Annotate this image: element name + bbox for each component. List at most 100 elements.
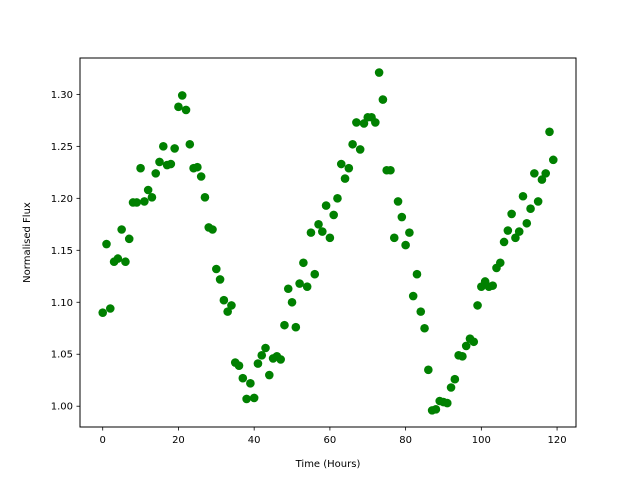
data-point <box>401 240 410 250</box>
data-point <box>238 373 248 383</box>
data-point <box>412 269 422 279</box>
y-tick-label: 1.25 <box>51 142 73 153</box>
data-point <box>310 269 320 279</box>
y-tick-label: 1.20 <box>51 194 73 205</box>
x-tick-label: 40 <box>248 435 261 446</box>
data-point <box>450 374 460 384</box>
data-point <box>329 210 338 220</box>
data-point <box>117 225 126 234</box>
data-point <box>249 393 259 403</box>
data-point <box>159 142 168 151</box>
data-point <box>541 169 551 178</box>
y-tick-label: 1.15 <box>51 246 73 257</box>
data-point <box>185 139 195 149</box>
data-point <box>121 257 130 267</box>
data-point <box>276 355 285 364</box>
data-point <box>208 225 217 234</box>
data-point <box>424 365 433 375</box>
x-axis-label: Time (Hours) <box>295 459 361 470</box>
data-point <box>196 172 206 181</box>
data-point <box>299 258 308 268</box>
data-point <box>378 95 388 104</box>
data-point <box>374 68 384 77</box>
data-point <box>393 197 403 206</box>
data-point <box>212 264 221 274</box>
data-point <box>102 239 111 249</box>
data-point <box>507 209 516 219</box>
data-point <box>132 198 142 207</box>
data-point <box>533 197 543 206</box>
data-point <box>215 275 225 284</box>
data-point <box>291 322 301 332</box>
y-axis-label: Normalised Flux <box>22 202 33 283</box>
data-point <box>227 301 236 310</box>
data-point <box>518 191 528 201</box>
data-point <box>174 102 183 112</box>
data-point <box>140 197 149 206</box>
x-tick-label: 100 <box>472 435 491 446</box>
data-point <box>446 383 456 392</box>
data-point <box>151 169 161 178</box>
data-point <box>359 119 369 128</box>
data-point <box>473 301 482 310</box>
data-point <box>314 220 323 229</box>
data-point <box>318 227 327 236</box>
data-point <box>223 307 232 316</box>
data-point <box>420 323 429 333</box>
data-point <box>265 370 274 380</box>
data-point <box>124 234 134 244</box>
data-point <box>386 165 395 175</box>
data-point <box>397 212 407 222</box>
data-point <box>234 361 244 370</box>
data-point <box>522 218 532 228</box>
data-point <box>321 201 331 210</box>
data-point <box>242 394 251 404</box>
data-point <box>333 194 342 203</box>
data-point <box>458 352 467 361</box>
data-points <box>98 68 558 415</box>
data-point <box>371 118 380 127</box>
data-point <box>295 279 304 288</box>
y-tick-label: 1.05 <box>51 350 73 361</box>
data-point <box>253 359 263 368</box>
data-point <box>340 174 350 183</box>
x-tick-label: 60 <box>324 435 337 446</box>
data-point <box>219 295 229 305</box>
data-point <box>408 291 418 301</box>
data-point <box>166 159 176 169</box>
data-point <box>442 398 452 408</box>
data-point <box>136 163 145 173</box>
data-point <box>200 192 210 202</box>
plot-frame <box>79 57 577 428</box>
data-point <box>246 379 255 388</box>
data-point <box>355 145 365 154</box>
x-tick-label: 0 <box>100 435 106 446</box>
x-tick-label: 80 <box>399 435 412 446</box>
data-point <box>530 169 539 178</box>
x-tick-label: 120 <box>548 435 567 446</box>
data-point <box>495 258 505 268</box>
data-point <box>416 307 426 316</box>
data-point <box>325 233 335 243</box>
data-point <box>488 281 498 290</box>
data-point <box>155 157 164 167</box>
data-point <box>405 228 414 237</box>
data-point <box>469 337 479 347</box>
data-point <box>336 159 346 169</box>
data-point <box>389 233 399 243</box>
data-point <box>526 204 535 214</box>
data-point <box>280 320 289 330</box>
y-tick-label: 1.00 <box>51 402 73 413</box>
data-point <box>514 227 524 236</box>
data-point <box>98 308 108 317</box>
data-point <box>431 405 441 414</box>
data-point <box>170 144 179 153</box>
x-tick-label: 20 <box>172 435 185 446</box>
data-point <box>503 226 513 235</box>
data-point <box>511 233 520 243</box>
data-point <box>257 350 267 360</box>
y-tick-label: 1.30 <box>51 90 73 101</box>
data-point <box>261 343 270 353</box>
